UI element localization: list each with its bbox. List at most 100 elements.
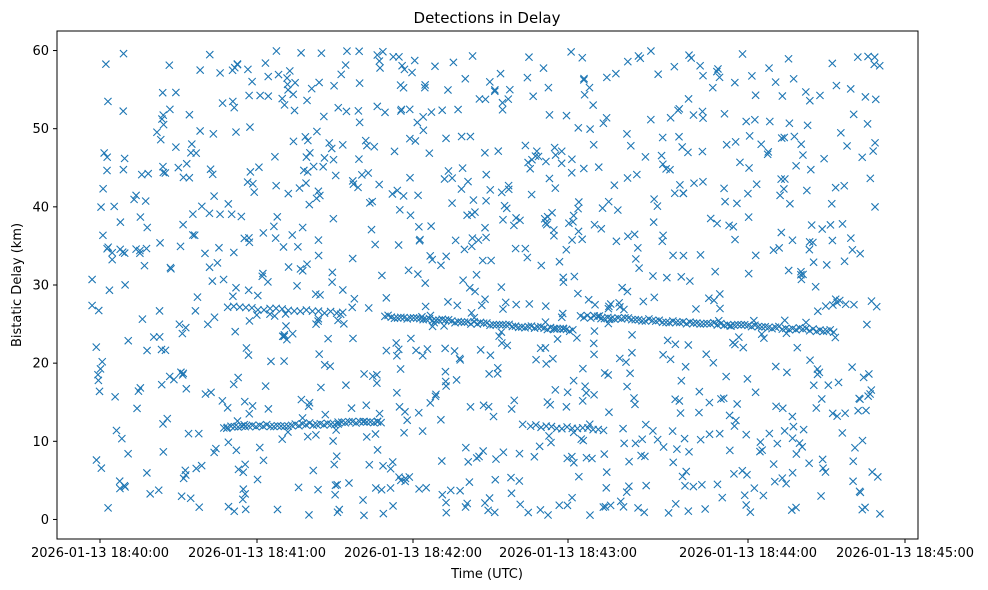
detection-marker [841, 300, 850, 309]
detection-marker [769, 460, 778, 469]
detection-marker [157, 345, 166, 354]
detection-marker [527, 190, 536, 199]
detection-marker [273, 421, 282, 430]
detection-marker [371, 430, 380, 439]
detection-marker [873, 472, 882, 481]
detection-marker [400, 428, 409, 437]
detection-marker [205, 50, 214, 59]
detection-marker [570, 272, 579, 281]
detection-marker [730, 340, 739, 349]
detection-marker [548, 208, 557, 217]
detection-marker [604, 408, 613, 417]
detection-marker [273, 212, 282, 221]
detection-marker [658, 318, 667, 327]
detection-marker [119, 165, 128, 174]
detection-marker [442, 134, 451, 143]
detection-marker [209, 129, 218, 138]
detection-marker [177, 492, 186, 501]
detection-marker [813, 370, 822, 379]
detection-marker [393, 314, 402, 323]
detection-marker [328, 278, 337, 287]
detection-marker [678, 472, 687, 481]
detection-marker [521, 141, 530, 150]
detection-marker [869, 147, 878, 156]
detection-marker [498, 305, 507, 314]
detection-marker [664, 508, 673, 517]
detection-marker [590, 327, 599, 336]
detection-marker [149, 333, 158, 342]
detection-marker [487, 256, 496, 265]
detection-marker [418, 351, 427, 360]
detection-marker [797, 140, 806, 149]
detection-marker [120, 154, 129, 163]
detection-marker [240, 420, 249, 429]
detection-marker [379, 461, 388, 470]
detection-marker [232, 283, 240, 292]
detection-marker [788, 412, 797, 421]
detection-marker [506, 473, 515, 482]
detection-marker [280, 332, 289, 341]
detection-marker [378, 47, 387, 56]
detection-marker [809, 324, 818, 333]
detection-marker [573, 289, 582, 298]
detection-marker [235, 303, 244, 312]
detection-marker [278, 435, 287, 444]
detection-marker [438, 490, 447, 499]
detection-marker [549, 324, 558, 333]
detection-marker [491, 475, 500, 484]
detection-marker [135, 246, 144, 255]
detection-marker [355, 417, 364, 426]
detection-marker [626, 369, 635, 378]
detection-marker [308, 307, 317, 316]
detection-marker [166, 263, 175, 272]
detection-marker [348, 176, 357, 185]
detection-marker [634, 51, 643, 60]
detection-marker [465, 283, 474, 292]
detection-marker [530, 452, 539, 461]
detection-marker [377, 418, 386, 427]
detection-marker [307, 84, 316, 93]
detection-marker [574, 472, 583, 481]
detection-marker [545, 431, 553, 440]
y-tick-label: 50 [32, 122, 49, 137]
detection-marker [479, 401, 488, 410]
detection-marker [437, 457, 446, 466]
detection-marker [504, 185, 513, 194]
detection-marker [259, 228, 268, 237]
detection-marker [290, 307, 299, 316]
detection-marker [562, 245, 571, 254]
detection-marker [659, 350, 668, 359]
detection-marker [367, 225, 376, 234]
detection-marker [771, 78, 780, 87]
detection-marker [833, 298, 842, 307]
detection-marker [778, 92, 787, 101]
detection-marker [500, 201, 509, 210]
detection-marker [442, 508, 451, 517]
detection-marker [161, 169, 170, 177]
detection-marker [676, 409, 685, 418]
detection-marker [372, 379, 381, 388]
detection-marker [515, 449, 524, 458]
detection-marker [568, 325, 577, 334]
detection-marker [396, 107, 405, 115]
detection-marker [256, 91, 265, 100]
detection-marker [341, 61, 350, 70]
detection-marker [272, 181, 281, 190]
detection-marker [179, 369, 188, 378]
detection-marker [408, 68, 417, 77]
detection-marker [98, 357, 107, 366]
detection-marker [712, 67, 721, 76]
detection-marker [372, 370, 381, 379]
detection-marker [709, 318, 718, 327]
detection-marker [738, 50, 747, 58]
detection-marker [158, 88, 167, 97]
detection-marker [396, 313, 405, 322]
detection-marker [386, 484, 395, 493]
detection-marker [460, 245, 469, 254]
detection-marker [749, 316, 758, 325]
detection-marker [831, 183, 840, 192]
detection-marker [602, 468, 611, 477]
detection-marker [311, 430, 320, 439]
detection-marker [96, 364, 105, 373]
detection-marker [557, 424, 566, 433]
